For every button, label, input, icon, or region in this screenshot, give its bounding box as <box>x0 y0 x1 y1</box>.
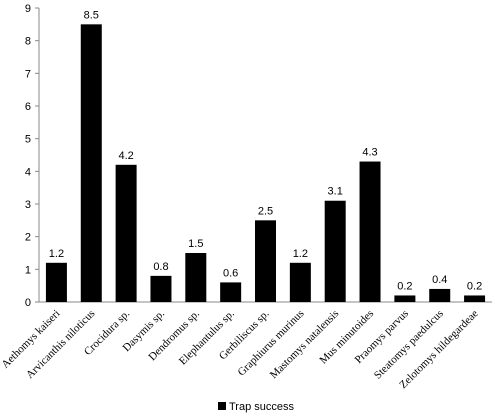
bar <box>220 282 242 302</box>
y-tick-label: 9 <box>25 3 31 15</box>
y-tick-label: 6 <box>25 101 31 113</box>
bar <box>150 275 172 302</box>
y-tick-label: 7 <box>25 68 31 80</box>
data-labels: 1.2 8.5 4.2 0.8 1.5 0.6 2.5 1.2 3.1 4.3 0.2 0.4 0.2 <box>49 9 482 292</box>
bars <box>45 24 486 302</box>
x-tick-label: Aethomys kaiseri <box>0 308 63 371</box>
bar <box>45 262 67 302</box>
data-label: 4.3 <box>362 147 377 159</box>
legend-label: Trap success <box>229 401 295 413</box>
data-label: 4.2 <box>118 150 133 162</box>
data-label: 0.4 <box>432 274 447 286</box>
y-tick-label: 8 <box>25 36 31 48</box>
bar <box>80 24 102 302</box>
bar <box>324 200 346 302</box>
legend-swatch <box>218 402 226 410</box>
data-label: 3.1 <box>328 186 343 198</box>
bar <box>429 288 451 302</box>
bar <box>289 262 311 302</box>
bar <box>359 161 381 302</box>
data-label: 0.6 <box>223 267 238 279</box>
bar <box>255 220 276 302</box>
y-tick-label: 3 <box>25 199 31 211</box>
data-label: 0.2 <box>397 280 412 292</box>
data-label: 8.5 <box>84 9 99 21</box>
data-label: 1.5 <box>188 238 203 250</box>
data-label: 0.2 <box>467 280 482 292</box>
y-tick-label: 5 <box>25 134 31 146</box>
bar <box>185 253 207 302</box>
data-label: 1.2 <box>49 248 64 260</box>
data-label: 2.5 <box>258 205 273 217</box>
y-tick-label: 1 <box>25 264 31 276</box>
y-axis: 0 1 2 3 4 5 6 7 8 9 <box>25 3 492 309</box>
x-tick-label: Graphiurus murinus <box>236 308 307 379</box>
y-tick-label: 0 <box>25 297 31 309</box>
data-label: 0.8 <box>153 261 168 273</box>
data-label: 1.2 <box>293 248 308 260</box>
bar <box>115 164 137 302</box>
y-tick-label: 4 <box>25 166 31 178</box>
bar <box>394 295 416 302</box>
legend: Trap success <box>218 401 295 413</box>
bar <box>464 295 486 302</box>
y-tick-label: 2 <box>25 232 31 244</box>
